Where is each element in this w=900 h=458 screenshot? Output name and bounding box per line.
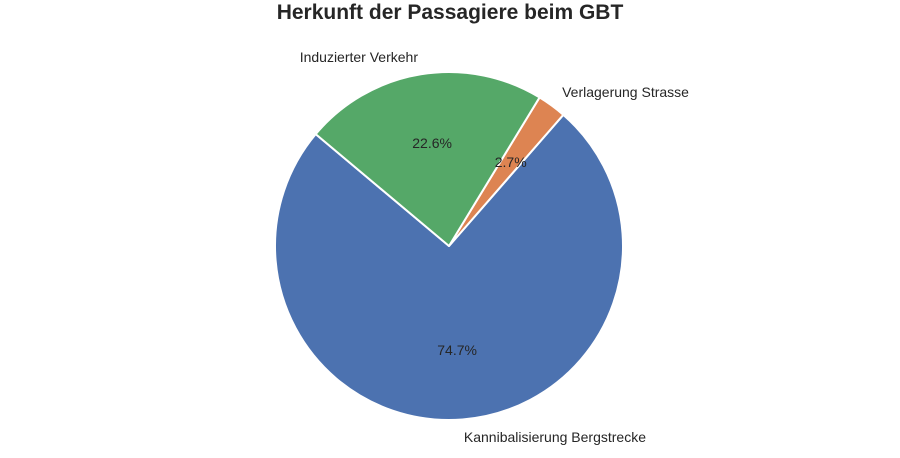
pie-slice-kannibalisierung-bergstrecke — [274, 113, 624, 421]
pct-label-kannibalisierung-bergstrecke: 74.7% — [437, 342, 477, 359]
slice-label-kannibalisierung-bergstrecke: Kannibalisierung Bergstrecke — [463, 428, 646, 445]
pct-label-induzierter-verkehr: 22.6% — [412, 135, 452, 151]
pct-label-verlagerung-strasse: 2.7% — [494, 153, 527, 170]
chart-title: Herkunft der Passagiere beim GBT — [276, 1, 624, 24]
pie-slice-induzierter-verkehr — [314, 71, 541, 247]
slice-label-verlagerung-strasse: Verlagerung Strasse — [562, 83, 689, 100]
slice-label-induzierter-verkehr: Induzierter Verkehr — [299, 49, 418, 66]
